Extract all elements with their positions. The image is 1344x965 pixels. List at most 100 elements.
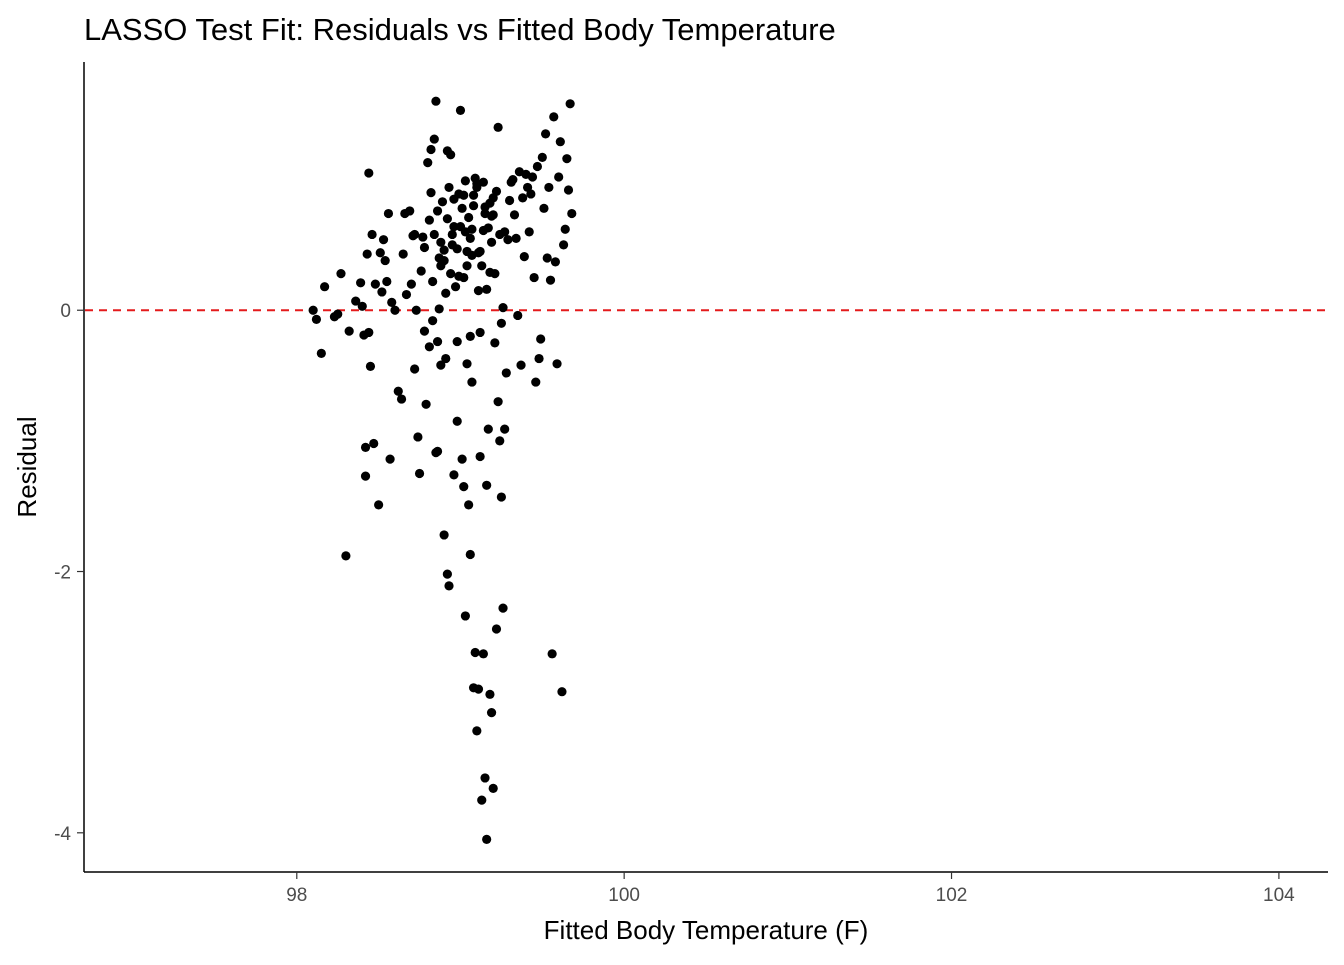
data-point (480, 208, 490, 219)
x-tick-label: 104 (1263, 885, 1295, 906)
data-point (459, 190, 469, 200)
data-point (411, 305, 421, 315)
data-point (488, 210, 498, 220)
data-point (477, 795, 487, 805)
data-point (527, 172, 538, 182)
data-point (464, 212, 474, 223)
data-point (496, 318, 506, 328)
data-point (439, 245, 449, 255)
data-point (393, 386, 403, 396)
y-axis-title: Residual (12, 416, 42, 517)
data-point (536, 334, 546, 344)
data-point (486, 237, 497, 247)
data-point (398, 249, 408, 259)
data-point (426, 144, 436, 155)
data-point (493, 397, 503, 407)
data-point (547, 649, 557, 659)
data-point (501, 368, 511, 378)
data-point (498, 603, 508, 613)
data-point (482, 480, 492, 490)
data-point (452, 336, 462, 347)
data-point (465, 331, 475, 341)
data-point (341, 551, 351, 561)
data-point (500, 424, 510, 434)
data-point (475, 451, 485, 462)
data-point (429, 134, 439, 144)
data-point (567, 208, 577, 219)
data-point (539, 203, 549, 213)
data-point (444, 182, 454, 193)
data-point (452, 416, 462, 426)
data-point (503, 235, 513, 245)
data-point (436, 237, 446, 247)
data-point (488, 783, 498, 793)
data-point (526, 189, 536, 199)
data-point (486, 708, 497, 718)
y-tick-label: -2 (54, 563, 71, 584)
data-point (475, 246, 485, 257)
data-point (369, 438, 379, 449)
data-point (401, 289, 412, 300)
data-point (491, 624, 502, 634)
data-point (560, 224, 570, 234)
data-point (416, 266, 426, 276)
data-point (449, 222, 459, 232)
data-point (375, 248, 385, 258)
data-point (563, 185, 574, 195)
data-point (390, 305, 400, 315)
data-point (558, 240, 569, 250)
data-point (320, 282, 330, 292)
data-point (383, 208, 394, 219)
x-tick-label: 98 (286, 885, 307, 906)
data-point (555, 137, 565, 147)
data-point (473, 684, 484, 694)
data-point (419, 242, 430, 253)
data-point (336, 269, 346, 279)
data-point (518, 193, 528, 203)
data-point (473, 286, 484, 296)
data-point (467, 250, 477, 260)
data-point (434, 304, 444, 314)
data-point (396, 394, 407, 404)
data-point (423, 157, 433, 168)
data-point (472, 726, 482, 736)
data-point (464, 500, 474, 510)
data-point (447, 240, 457, 250)
data-point (454, 271, 464, 281)
data-point (485, 267, 495, 277)
data-point (545, 275, 556, 285)
data-point (414, 468, 425, 479)
data-point (441, 288, 451, 298)
data-point (491, 186, 502, 196)
data-point (357, 301, 367, 311)
data-point (468, 201, 479, 211)
data-point (370, 279, 380, 289)
data-point (480, 773, 490, 783)
plot-panel: 98 100 102 104 0 -2 -4 (54, 62, 1328, 906)
data-point (531, 377, 541, 387)
data-point (478, 225, 488, 236)
data-point (432, 336, 443, 347)
data-point (449, 470, 459, 480)
data-point (447, 229, 457, 240)
data-point (500, 227, 510, 237)
data-point (460, 176, 470, 186)
data-point (457, 203, 467, 213)
data-point (483, 424, 493, 434)
data-point (519, 252, 529, 262)
data-point (431, 96, 441, 106)
data-point (549, 112, 559, 122)
x-tick-label: 102 (936, 885, 968, 906)
data-point (410, 229, 420, 240)
data-point (534, 353, 544, 364)
x-tick-label: 100 (608, 885, 640, 906)
data-point (441, 353, 451, 364)
data-point (406, 279, 416, 289)
data-point (428, 316, 438, 326)
data-point (429, 229, 439, 240)
data-point (424, 342, 434, 352)
data-point (442, 214, 452, 224)
y-tick-label: -4 (54, 824, 71, 845)
